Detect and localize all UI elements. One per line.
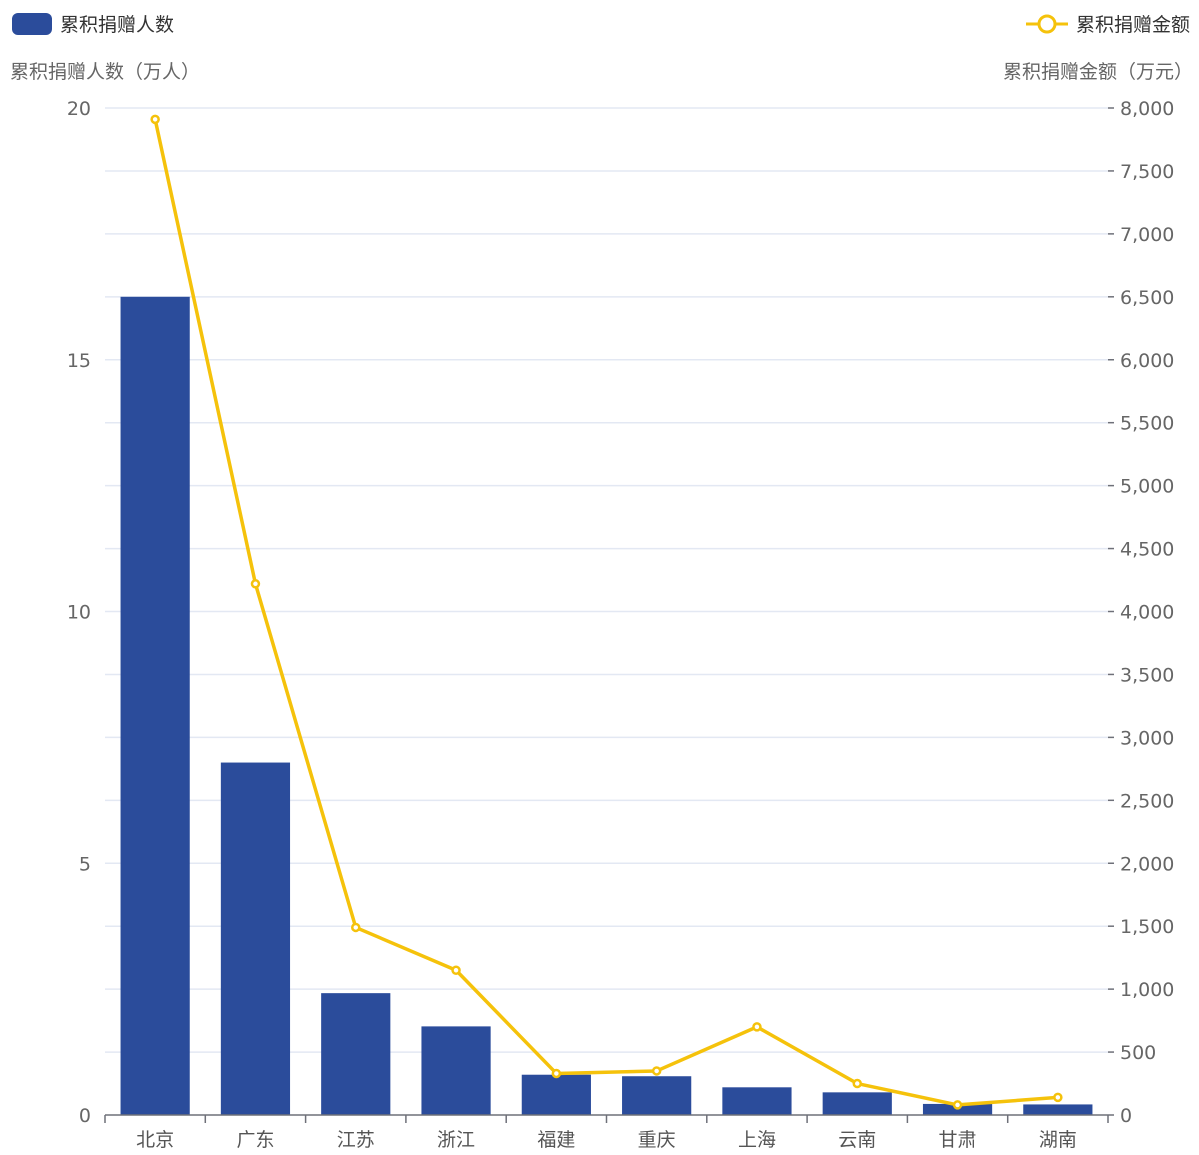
- x-axis-tick-label: 广东: [236, 1129, 274, 1151]
- y-axis-right-tick-label: 5,000: [1120, 476, 1174, 498]
- line-point-福建[interactable]: [551, 1068, 562, 1079]
- y-axis-left-tick-label: 10: [67, 602, 91, 624]
- line-point-江苏[interactable]: [351, 922, 361, 933]
- line-point-湖南[interactable]: [1053, 1092, 1063, 1103]
- line-series-amount[interactable]: [153, 118, 1058, 1107]
- y-axis-right-tick-label: 1,500: [1120, 916, 1174, 938]
- y-axis-right-tick-label: 7,000: [1120, 224, 1174, 246]
- x-axis-tick-label: 重庆: [638, 1129, 676, 1151]
- bar-湖南[interactable]: [1023, 1104, 1093, 1115]
- y-axis-right-tick-label: 8,000: [1120, 98, 1174, 120]
- x-axis-tick-label: 江苏: [337, 1129, 375, 1151]
- line-point-北京[interactable]: [150, 114, 160, 125]
- bar-江苏[interactable]: [321, 993, 391, 1115]
- bar-广东[interactable]: [220, 762, 291, 1115]
- line-point-广东[interactable]: [250, 579, 261, 589]
- x-axis-tick-label: 甘肃: [939, 1129, 977, 1151]
- y-axis-right-tick-label: 0: [1120, 1105, 1132, 1127]
- x-axis-tick-label: 湖南: [1039, 1129, 1077, 1151]
- x-axis-tick-label: 北京: [136, 1129, 174, 1151]
- y-axis-left-tick-label: 0: [79, 1105, 91, 1127]
- line-point-上海[interactable]: [752, 1022, 762, 1032]
- line-point-甘肃[interactable]: [952, 1100, 963, 1110]
- y-axis-right-title: 累积捐赠金额（万元）: [1003, 61, 1193, 83]
- y-axis-right-tick-label: 6,500: [1120, 287, 1174, 309]
- labels-layer: 0 500 1,000 1,500 2,000 2,500 3,000 3,500 4,000 4…: [67, 98, 1175, 1151]
- legend-line-marker-icon: [1037, 14, 1057, 34]
- line-point-重庆[interactable]: [651, 1066, 662, 1076]
- y-axis-right-tick-label: 3,500: [1120, 664, 1174, 686]
- y-axis-right-tick-label: 6,000: [1120, 350, 1174, 372]
- bar-北京[interactable]: [120, 296, 190, 1115]
- line-point-浙江[interactable]: [451, 965, 461, 975]
- bars-layer: [120, 296, 1093, 1115]
- x-axis-tick-label: 云南: [838, 1129, 876, 1151]
- y-axis-right-tick-label: 7,500: [1120, 161, 1174, 183]
- bar-云南[interactable]: [822, 1092, 892, 1115]
- x-axis-tick-label: 上海: [738, 1129, 776, 1151]
- legend-bar-label: 累积捐赠人数: [60, 14, 174, 36]
- bar-重庆[interactable]: [622, 1076, 692, 1115]
- axes-layer: [104, 107, 1114, 1123]
- y-axis-left-tick-label: 15: [67, 350, 91, 372]
- line-layer: [150, 114, 1063, 1110]
- bar-浙江[interactable]: [421, 1026, 491, 1115]
- line-point-云南[interactable]: [852, 1078, 862, 1089]
- x-axis-tick-label: 浙江: [437, 1129, 475, 1151]
- y-axis-left-title: 累积捐赠人数（万人）: [10, 61, 200, 83]
- y-axis-left-tick-label: 5: [79, 853, 91, 875]
- legend-bar-swatch: [12, 13, 52, 35]
- y-axis-right-tick-label: 5,500: [1120, 413, 1174, 435]
- x-axis-tick-label: 福建: [537, 1129, 575, 1151]
- grid-layer: [105, 107, 1108, 1053]
- y-axis-right-tick-label: 4,000: [1120, 602, 1174, 624]
- legend-item-line[interactable]: 累积捐赠金额: [1026, 14, 1190, 36]
- y-axis-right-tick-label: 2,000: [1120, 853, 1174, 875]
- legend-item-bar[interactable]: 累积捐赠人数: [12, 13, 174, 36]
- y-axis-left-tick-label: 20: [67, 98, 91, 120]
- legend-line-label: 累积捐赠金额: [1076, 14, 1190, 36]
- bar-福建[interactable]: [521, 1074, 591, 1115]
- legend[interactable]: 累积捐赠人数 累积捐赠金额: [12, 13, 1190, 36]
- y-axis-right-tick-label: 3,000: [1120, 727, 1174, 749]
- y-axis-right-tick-label: 4,500: [1120, 539, 1174, 561]
- bar-上海[interactable]: [722, 1087, 792, 1115]
- y-axis-right-tick-label: 500: [1120, 1042, 1156, 1064]
- y-axis-right-tick-label: 1,000: [1120, 979, 1174, 1001]
- y-axis-right-tick-label: 2,500: [1120, 790, 1174, 812]
